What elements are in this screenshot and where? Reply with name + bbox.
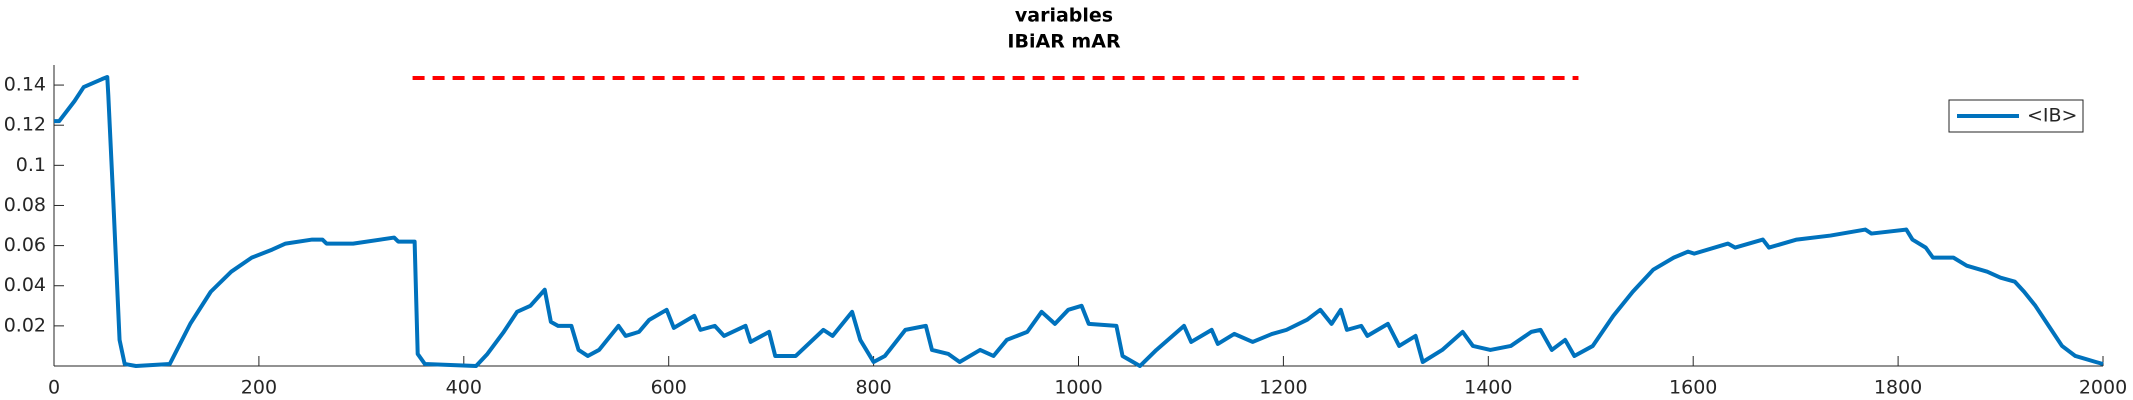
y-tick-label: 0.12 xyxy=(4,114,46,136)
y-tick-label: 0.06 xyxy=(4,234,46,256)
x-tick-label: 800 xyxy=(855,377,891,399)
x-tick-label: 400 xyxy=(446,377,482,399)
x-tick-label: 1400 xyxy=(1464,377,1512,399)
x-tick-label: 1600 xyxy=(1669,377,1717,399)
y-tick-label: 0.04 xyxy=(4,274,46,296)
x-tick-label: 1200 xyxy=(1259,377,1307,399)
y-tick-label: 0.14 xyxy=(4,74,46,96)
y-tick-label: 0.02 xyxy=(4,314,46,336)
y-tick-label: 0.08 xyxy=(4,194,46,216)
x-tick-label: 200 xyxy=(241,377,277,399)
series-line xyxy=(54,75,2104,368)
x-tick-label: 1800 xyxy=(1874,377,1922,399)
legend-label: <IB> xyxy=(2027,105,2077,127)
chart-title: variables xyxy=(1015,5,1113,27)
chart-subtitle: IBiAR mAR xyxy=(1007,31,1121,53)
x-tick-label: 0 xyxy=(48,377,60,399)
x-tick-label: 1000 xyxy=(1054,377,1102,399)
y-tick-label: 0.1 xyxy=(16,154,46,176)
x-tick-label: 600 xyxy=(651,377,687,399)
x-tick-label: 2000 xyxy=(2079,377,2127,399)
